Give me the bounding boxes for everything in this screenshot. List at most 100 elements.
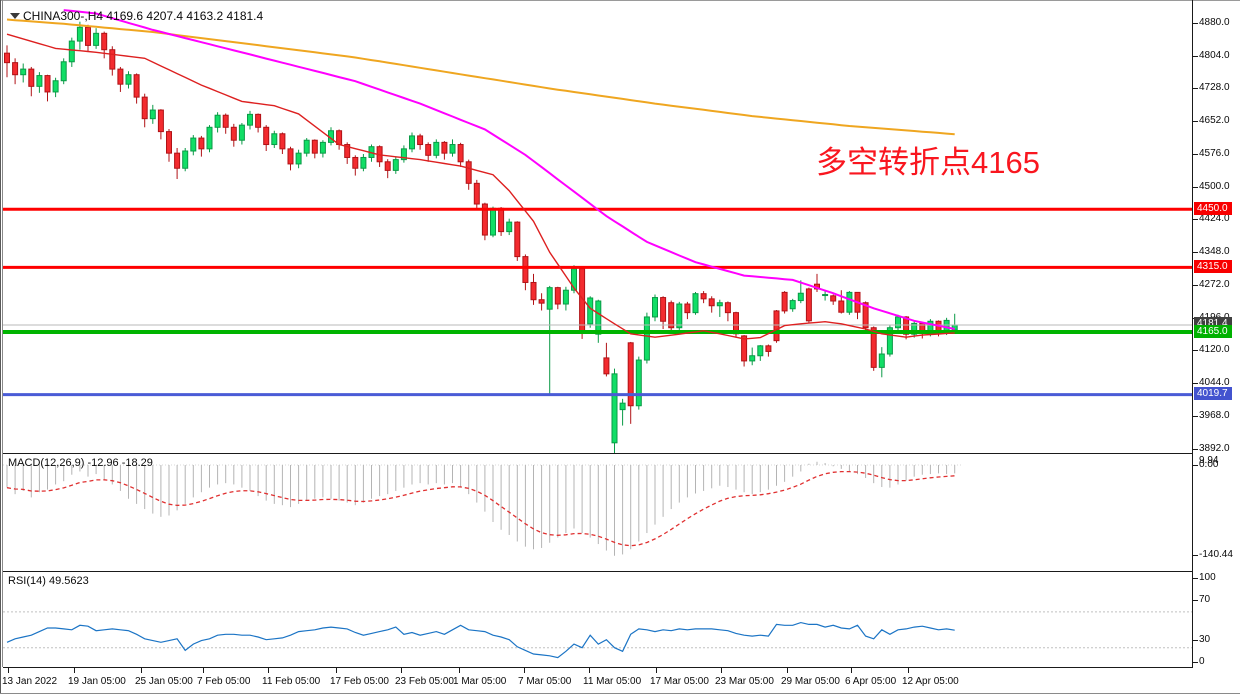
time-axis-label: 19 Jan 05:00 xyxy=(68,676,126,687)
candle-body xyxy=(319,141,326,154)
chart-title: CHINA300-,H4 4169.6 4207.4 4163.2 4181.4 xyxy=(23,9,264,23)
time-axis-tick xyxy=(8,668,9,673)
chevron-down-icon[interactable] xyxy=(10,13,20,19)
time-axis-tick xyxy=(401,668,402,673)
macd-axis-min-label: -140.44 xyxy=(1199,549,1233,560)
candle-body xyxy=(562,289,569,305)
price-axis-tick-label: 3968.0 xyxy=(1199,409,1230,421)
rsi-line xyxy=(6,621,955,659)
time-axis-tick xyxy=(787,668,788,673)
rsi-indicator-pane[interactable]: RSI(14) 49.5623 xyxy=(3,572,1192,668)
rsi-canvas[interactable] xyxy=(3,572,1192,667)
price-axis-tick xyxy=(1193,121,1198,123)
macd-label: MACD(12,26,9) -12.96 -18.29 xyxy=(8,457,153,469)
time-axis-label: 17 Feb 05:00 xyxy=(330,676,389,687)
price-axis-tick xyxy=(1193,55,1198,57)
macd-indicator-pane[interactable]: MACD(12,26,9) -12.96 -18.29 xyxy=(3,454,1192,572)
time-axis-tick xyxy=(336,668,337,673)
candle-body xyxy=(93,32,100,46)
rsi-label: RSI(14) 49.5623 xyxy=(8,575,89,587)
candle-body xyxy=(238,124,245,141)
price-line-badge: 4315.0 xyxy=(1194,259,1232,273)
candle-body xyxy=(417,135,424,146)
price-axis-tick xyxy=(1193,350,1198,352)
candle-body xyxy=(425,144,432,156)
time-axis-tick xyxy=(524,668,525,673)
candle-body xyxy=(676,303,683,329)
price-line-badge: 4450.0 xyxy=(1194,201,1232,215)
candle-body xyxy=(409,135,415,150)
candle-body xyxy=(700,293,707,300)
time-axis-label: 23 Mar 05:00 xyxy=(715,676,774,687)
macd-canvas[interactable] xyxy=(3,454,1192,571)
candle-body xyxy=(4,52,10,64)
candle-body xyxy=(255,113,262,128)
candle-body xyxy=(538,299,545,304)
candle-body xyxy=(530,281,537,301)
candle-body xyxy=(595,300,602,335)
time-axis-label: 25 Jan 05:00 xyxy=(135,676,193,687)
candle-body xyxy=(878,353,885,368)
candle-body xyxy=(830,295,837,302)
price-axis-tick xyxy=(1193,252,1198,254)
price-chart-canvas[interactable] xyxy=(3,1,1192,453)
candle-body xyxy=(68,40,75,63)
candle-body xyxy=(554,287,561,305)
candle-body xyxy=(198,137,205,150)
rsi-axis-tick xyxy=(1193,640,1198,641)
candle-body xyxy=(838,300,845,313)
ma-fast-red xyxy=(6,33,955,340)
rsi-axis-tick-label: 100 xyxy=(1199,572,1216,583)
price-axis-tick-label: 3892.0 xyxy=(1199,442,1230,454)
candle-body xyxy=(660,297,667,322)
price-axis-tick xyxy=(1193,448,1198,450)
price-axis-tick xyxy=(1193,153,1198,155)
candle-body xyxy=(886,327,893,355)
candle-body xyxy=(611,373,618,444)
price-axis-tick xyxy=(1193,415,1198,417)
candle-body xyxy=(28,68,35,87)
candle-body xyxy=(360,156,367,169)
candle-body xyxy=(546,287,553,310)
price-chart-pane[interactable]: CHINA300-,H4 4169.6 4207.4 4163.2 4181.4… xyxy=(3,1,1192,454)
candle-body xyxy=(279,133,286,150)
candle-body xyxy=(457,144,464,163)
rsi-axis-tick xyxy=(1193,600,1198,601)
candle-body xyxy=(52,80,59,93)
candle-body xyxy=(716,302,723,307)
ma-mid-magenta xyxy=(63,9,955,330)
time-axis-tick xyxy=(589,668,590,673)
price-axis-tick-label: 4804.0 xyxy=(1199,49,1230,61)
candle-body xyxy=(214,114,221,128)
candle-body xyxy=(506,221,513,233)
macd-signal-line xyxy=(6,470,955,547)
candle-body xyxy=(433,141,440,156)
candle-body xyxy=(465,161,472,184)
rsi-axis-tick-label: 30 xyxy=(1199,634,1211,645)
time-axis-tick xyxy=(656,668,657,673)
candle-body xyxy=(619,402,626,411)
candle-body xyxy=(668,302,675,329)
window-border-left-inner xyxy=(2,0,3,667)
candle-body xyxy=(587,297,594,325)
candle-body xyxy=(271,133,278,146)
price-axis-tick xyxy=(1193,186,1198,188)
price-axis-tick-label: 4120.0 xyxy=(1199,344,1230,356)
price-line-badge: 4165.0 xyxy=(1194,324,1232,338)
price-axis-tick-label: 4576.0 xyxy=(1199,147,1230,159)
candle-body xyxy=(757,345,764,357)
rsi-axis-tick xyxy=(1193,662,1198,663)
macd-axis-tick xyxy=(1193,465,1198,466)
time-axis-tick xyxy=(459,668,460,673)
time-axis-tick xyxy=(268,668,269,673)
candle-body xyxy=(684,303,691,314)
candle-body xyxy=(449,144,456,154)
candle-body xyxy=(490,207,496,236)
price-axis-tick xyxy=(1193,88,1198,90)
price-axis-tick xyxy=(1193,383,1198,385)
time-axis-label: 12 Apr 05:00 xyxy=(902,676,959,687)
candle-body xyxy=(749,355,756,362)
candle-body xyxy=(222,114,229,128)
candle-body xyxy=(36,75,43,87)
